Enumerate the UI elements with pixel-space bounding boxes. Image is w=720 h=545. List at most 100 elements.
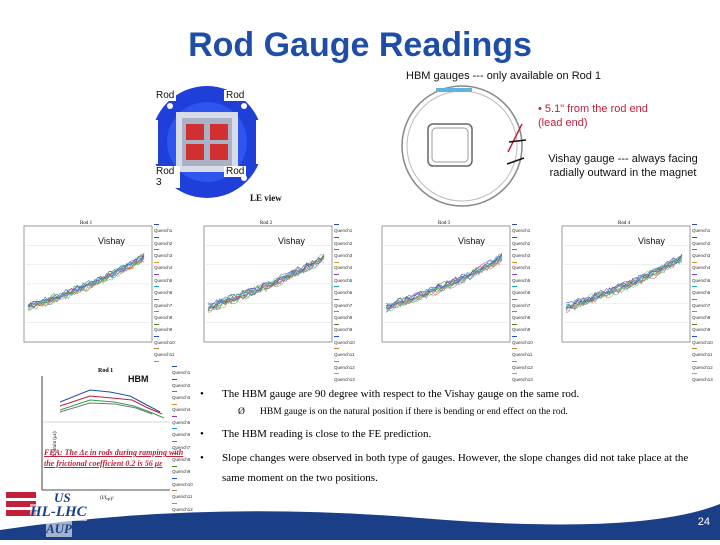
hbm-chart-svg: Rod 1 Δ Strain (με) (I/Iop)²	[20, 362, 192, 502]
hbm-legend-entry: Quench1	[172, 364, 193, 376]
finding-1: • The HBM gauge are 90 degree with respe…	[200, 388, 580, 400]
legend-entry: Quench1	[334, 222, 358, 234]
vishay-gauge-label-1: Vishay	[96, 236, 127, 246]
legend-entry: Quench12	[512, 358, 536, 370]
legend-entry: Quench2	[512, 234, 536, 246]
rod-section-diagram	[396, 84, 528, 210]
legend-entry: Quench5	[154, 272, 178, 284]
legend-entry: Quench10	[154, 334, 178, 346]
legend-entry: Quench13	[692, 371, 716, 383]
vishay-note: Vishay gauge --- always facing radially …	[548, 153, 698, 179]
page-number: 24	[697, 516, 710, 528]
magnet-cross-section: Rod Rod Rod 3 Rod	[146, 84, 268, 200]
vishay-chart-1: Rod 1 Vishay Quench1 Quench2 Quench3 Quench4 Q…	[10, 218, 178, 382]
legend-entry: Quench1	[512, 222, 536, 234]
vishay-chart-title-4: Rod 4	[618, 221, 631, 226]
legend-entry: Quench5	[334, 272, 358, 284]
finding-1-bullet: •	[200, 388, 204, 400]
legend-entry: Quench1	[692, 222, 716, 234]
legend-entry: Quench2	[154, 234, 178, 246]
legend-entry: Quench11	[512, 346, 536, 358]
findings-list: • The HBM gauge are 90 degree with respe…	[200, 384, 700, 504]
legend-entry: Quench10	[692, 334, 716, 346]
vishay-chart-2: Rod 2 Vishay Quench1 Quench2 Quench3 Quench4 Q…	[190, 218, 358, 382]
svg-text:Δ Strain (με): Δ Strain (με)	[53, 431, 58, 457]
legend-entry: Quench4	[512, 259, 536, 271]
rod-label-3: Rod 3	[154, 166, 180, 188]
legend-entry: Quench12	[334, 358, 358, 370]
hbm-legend-entry: Quench4	[172, 401, 193, 413]
legend-entry: Quench6	[512, 284, 536, 296]
hbm-legend-entry: Quench7	[172, 438, 193, 450]
legend-entry: Quench9	[334, 321, 358, 333]
hbm-chart-legend: Quench1 Quench2 Quench3 Quench4 Quench5 Quenc…	[172, 364, 193, 525]
legend-entry: Quench13	[334, 371, 358, 383]
legend-entry: Quench7	[692, 296, 716, 308]
rod-label-1: Rod	[154, 90, 177, 101]
fea-note: FEA: The Δε in rods during ramping with …	[44, 448, 184, 468]
hbm-gauge-label: HBM	[128, 374, 149, 384]
legend-entry: Quench9	[512, 321, 536, 333]
legend-entry: Quench7	[154, 296, 178, 308]
legend-entry: Quench11	[154, 346, 178, 358]
vishay-gauge-label-4: Vishay	[636, 236, 667, 246]
vishay-gauge-label-3: Vishay	[456, 236, 487, 246]
hbm-legend-entry: Quench9	[172, 463, 193, 475]
legend-entry: Quench11	[692, 346, 716, 358]
hbm-chart: Rod 1 Δ Strain (με) (I/Iop)² HBM Quench1…	[20, 362, 193, 524]
finding-3: • The HBM reading is close to the FE pre…	[200, 428, 432, 440]
hbm-legend-entry: Quench6	[172, 426, 193, 438]
logo-line3: AUP	[46, 521, 72, 537]
vishay-chart-3: Rod 3 Vishay Quench1 Quench2 Quench3 Quench4 Q…	[368, 218, 536, 382]
legend-entry: Quench8	[692, 309, 716, 321]
legend-entry: Quench9	[692, 321, 716, 333]
legend-entry: Quench10	[334, 334, 358, 346]
svg-text:(I/Iop)²: (I/Iop)²	[100, 496, 114, 502]
hbm-legend-entry: Quench2	[172, 376, 193, 388]
legend-entry: Quench2	[334, 234, 358, 246]
legend-entry: Quench3	[692, 247, 716, 259]
legend-entry: Quench7	[512, 296, 536, 308]
legend-entry: Quench11	[334, 346, 358, 358]
vishay-chart-title-1: Rod 1	[80, 221, 93, 226]
vishay-chart-svg-2: Rod 2	[190, 218, 358, 356]
legend-entry: Quench12	[692, 358, 716, 370]
vishay-chart-svg-4: Rod 4	[548, 218, 716, 356]
legend-entry: Quench3	[512, 247, 536, 259]
legend-entry: Quench8	[334, 309, 358, 321]
legend-entry: Quench2	[692, 234, 716, 246]
footer-bar	[0, 500, 720, 540]
legend-entry: Quench6	[334, 284, 358, 296]
legend-entry: Quench8	[154, 309, 178, 321]
vishay-gauge-label-2: Vishay	[276, 236, 307, 246]
finding-4-bullet: •	[200, 452, 204, 464]
vishay-chart-legend-3: Quench1 Quench2 Quench3 Quench4 Quench5 Quenc…	[512, 222, 536, 383]
legend-entry: Quench5	[512, 272, 536, 284]
finding-4: • Slope changes were observed in both ty…	[200, 448, 692, 488]
legend-entry: Quench3	[154, 247, 178, 259]
vishay-chart-title-3: Rod 3	[438, 221, 451, 226]
legend-entry: Quench1	[154, 222, 178, 234]
us-hl-lhc-aup-logo: US HL-LHC AUP	[6, 490, 96, 540]
legend-entry: Quench5	[692, 272, 716, 284]
legend-entry: Quench6	[154, 284, 178, 296]
rod-label-4: Rod	[224, 166, 247, 177]
legend-entry: Quench3	[334, 247, 358, 259]
hbm-note: HBM gauges --- only available on Rod 1	[406, 70, 602, 82]
logo-line1: US	[54, 490, 71, 505]
hbm-legend-entry: Quench5	[172, 414, 193, 426]
legend-entry: Quench4	[154, 259, 178, 271]
vishay-chart-legend-4: Quench1 Quench2 Quench3 Quench4 Quench5 Quenc…	[692, 222, 716, 383]
legend-entry: Quench13	[512, 371, 536, 383]
distance-text: • 5.1" from the rod end (lead end)	[538, 103, 648, 129]
hbm-legend-entry: Quench11	[172, 488, 193, 500]
rod-circle-diagram	[401, 85, 527, 207]
hbm-legend-entry: Quench3	[172, 389, 193, 401]
finding-3-bullet: •	[200, 428, 204, 440]
legend-entry: Quench6	[692, 284, 716, 296]
hbm-legend-entry: Quench12	[172, 500, 193, 512]
legend-entry: Quench8	[512, 309, 536, 321]
vishay-chart-legend-2: Quench1 Quench2 Quench3 Quench4 Quench5 Quenc…	[334, 222, 358, 383]
finding-2-bullet: Ø	[238, 407, 245, 417]
finding-2: Ø HBM gauge is on the natural position i…	[238, 407, 568, 417]
